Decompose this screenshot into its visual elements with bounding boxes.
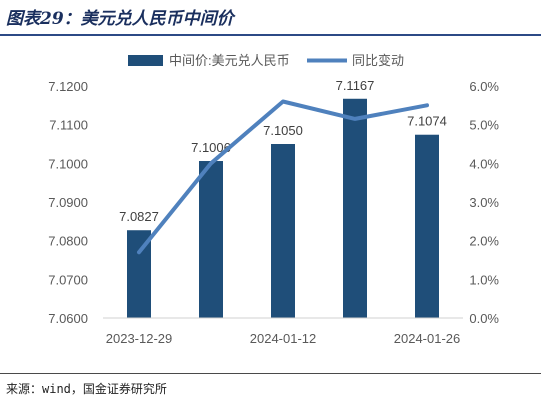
bar-data-labels: 7.0827 7.1006 7.1050 7.1167 7.1074 [119,78,447,224]
y-left-tick-label: 7.1200 [48,79,88,94]
y-left-tick-label: 7.0800 [48,234,88,249]
x-tick-label: 2024-01-12 [250,331,317,346]
bar-data-label: 7.1074 [407,114,447,129]
y-left-axis: 7.0600 7.0700 7.0800 7.0900 7.1000 7.1100 7.12… [48,79,88,326]
x-tick-label: 2024-01-26 [394,331,461,346]
x-axis: 2023-12-29 2024-01-12 2024-01-26 [106,331,461,346]
yoy-line-point [425,103,429,107]
bar [343,98,367,318]
bar-data-label: 7.1006 [191,140,231,155]
bar [415,134,439,318]
source-note: 来源：wind，国金证券研究所 [6,382,167,396]
legend-bar-swatch [128,55,163,66]
bar-data-label: 7.1167 [336,78,375,93]
bar [199,161,223,318]
bar [271,144,295,318]
y-left-tick-label: 7.0900 [48,195,88,210]
title-divider [0,34,541,36]
y-right-tick-label: 4.0% [469,156,499,171]
yoy-line-series [137,99,429,255]
legend-bar-label: 中间价:美元兑人民币 [169,53,290,68]
yoy-line-point [209,161,213,165]
bar-data-label: 7.1050 [263,123,303,138]
y-left-tick-label: 7.0600 [48,311,88,326]
yoy-line-point [353,117,357,121]
y-right-tick-label: 2.0% [469,234,499,249]
yoy-line-point [281,99,285,103]
y-right-tick-label: 3.0% [469,195,499,210]
footer-divider [0,373,541,374]
figure-title: 图表29：美元兑人民币中间价 [6,9,234,29]
bar-data-label: 7.0827 [119,209,159,224]
y-left-tick-label: 7.0700 [48,272,88,287]
chart: 中间价:美元兑人民币 同比变动 7.0600 7.0700 7.0800 7.0900… [48,53,499,346]
y-right-tick-label: 5.0% [469,118,499,133]
legend: 中间价:美元兑人民币 同比变动 [128,53,404,68]
y-right-axis: 0.0% 1.0% 2.0% 3.0% 4.0% 5.0% 6.0% [469,79,499,326]
y-right-tick-label: 0.0% [469,311,499,326]
y-right-tick-label: 6.0% [469,79,499,94]
yoy-line-point [137,250,141,254]
x-tick-label: 2023-12-29 [106,331,173,346]
y-left-tick-label: 7.1100 [49,118,88,133]
y-left-tick-label: 7.1000 [48,156,88,171]
legend-line-label: 同比变动 [352,53,404,68]
y-right-tick-label: 1.0% [469,272,499,287]
bar-series [127,98,439,318]
